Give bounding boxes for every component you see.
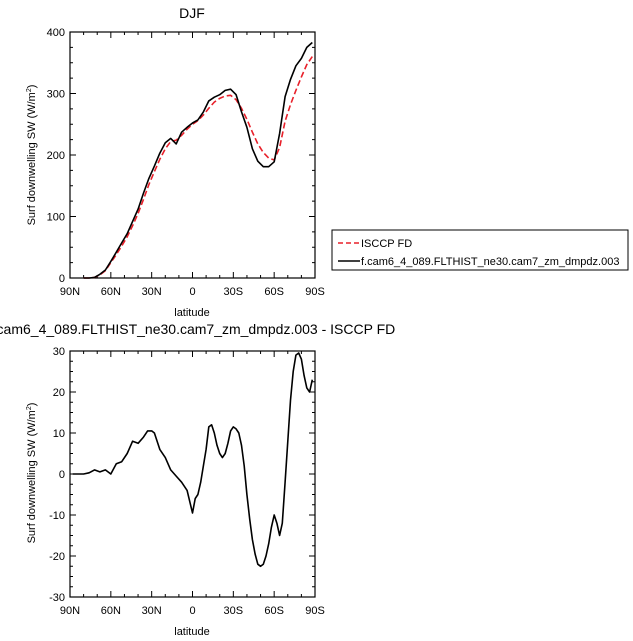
bottom-x-axis-label: latitude — [174, 626, 209, 638]
top-series-line-1 — [83, 41, 313, 279]
top-x-tick-label: 30S — [224, 286, 244, 298]
top-chart-title: DJF — [179, 5, 205, 21]
top-y-axis-label-close: ) — [26, 85, 38, 89]
bottom-y-axis-label-main: Surf downwelling SW (W/m — [26, 410, 38, 543]
bottom-x-tick-label: 0 — [189, 605, 195, 617]
bottom-y-axis-label: Surf downwelling SW (W/m2) — [26, 403, 38, 544]
bottom-y-tick-label: -10 — [49, 510, 65, 522]
bottom-series-line-0 — [72, 352, 314, 568]
bottom-x-tick-label: 90S — [305, 605, 325, 617]
bottom-chart-title: f.cam6_4_089.FLTHIST_ne30.cam7_zm_dmpdz.… — [0, 321, 395, 337]
top-x-tick-label: 30N — [142, 286, 162, 298]
top-y-tick-label: 0 — [59, 273, 65, 285]
bottom-y-axis-label-close: ) — [26, 403, 38, 407]
bottom-x-tick-label: 60N — [101, 605, 121, 617]
bottom-y-axis-label-sup: 2 — [26, 406, 33, 410]
legend-box — [331, 229, 629, 271]
top-x-tick-label: 0 — [189, 286, 195, 298]
bottom-plot-area: 90N 60N 30N 0 30S 60S 90S -30 -20 -10 0 10 20 30 — [49, 346, 325, 617]
legend-label-isccp: ISCCP FD — [361, 238, 412, 250]
top-x-tick-label: 60N — [101, 286, 121, 298]
bottom-y-tick-label: 30 — [53, 346, 65, 358]
bottom-y-tick-label: 20 — [53, 387, 65, 399]
legend: ISCCP FD f.cam6_4_089.FLTHIST_ne30.cam7_… — [331, 229, 629, 271]
top-panel: DJF 90N 60N 30N 0 30S 60S 90S 0 100 200 300 400 lat… — [26, 5, 325, 319]
top-y-axis-label: Surf downwelling SW (W/m2) — [26, 85, 38, 226]
bottom-panel: f.cam6_4_089.FLTHIST_ne30.cam7_zm_dmpdz.… — [0, 321, 395, 638]
top-plot-frame — [69, 31, 316, 279]
top-x-axis-label: latitude — [174, 307, 209, 319]
legend-label-model: f.cam6_4_089.FLTHIST_ne30.cam7_zm_dmpdz.… — [361, 256, 619, 268]
bottom-y-tick-label: 0 — [59, 469, 65, 481]
top-y-axis-label-main: Surf downwelling SW (W/m — [26, 92, 38, 225]
top-y-tick-label: 100 — [47, 212, 65, 224]
top-y-tick-label: 200 — [47, 150, 65, 162]
bottom-x-tick-label: 90N — [60, 605, 80, 617]
top-x-tick-label: 90S — [305, 286, 325, 298]
top-y-axis-label-sup: 2 — [26, 88, 33, 92]
top-x-tick-label: 90N — [60, 286, 80, 298]
bottom-plot-frame — [69, 350, 316, 598]
bottom-y-tick-label: -20 — [49, 551, 65, 563]
bottom-y-tick-label: 10 — [53, 428, 65, 440]
top-y-tick-label: 300 — [47, 89, 65, 101]
top-plot-area: 90N 60N 30N 0 30S 60S 90S 0 100 200 300 400 — [47, 27, 325, 298]
top-y-tick-label: 400 — [47, 27, 65, 39]
top-series-line-0 — [83, 56, 313, 279]
bottom-x-tick-label: 60S — [264, 605, 284, 617]
bottom-y-tick-label: -30 — [49, 592, 65, 604]
bottom-x-tick-label: 30S — [224, 605, 244, 617]
bottom-x-tick-label: 30N — [142, 605, 162, 617]
top-x-tick-label: 60S — [264, 286, 284, 298]
